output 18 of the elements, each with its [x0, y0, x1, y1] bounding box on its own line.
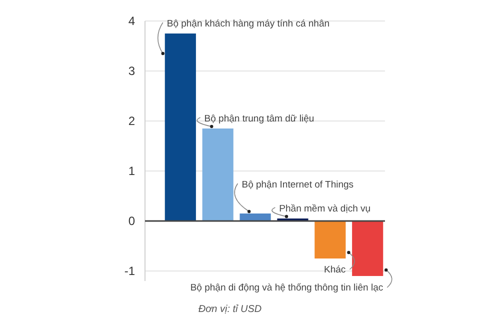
y-tick-label: 0 [128, 214, 136, 228]
bar [352, 221, 384, 276]
y-tick-label: 1 [128, 164, 136, 178]
y-tick-label: 2 [128, 114, 136, 128]
annotation: Bộ phận Internet of Things [242, 180, 354, 190]
y-tick-label: 4 [128, 14, 136, 28]
text: Bộ phận di động và hệ thống thông tin liên lạc [190, 282, 384, 294]
annotation: Khác [324, 264, 346, 276]
text: Đơn vị: tỉ USD [198, 304, 262, 315]
y-tick-label: 3 [128, 64, 136, 78]
bar [314, 221, 346, 258]
annotation: Bộ phận khách hàng máy tính cá nhân [166, 18, 330, 30]
annotation: Phần mềm và dịch vụ [279, 204, 371, 214]
bar [202, 128, 234, 221]
bar [164, 34, 196, 221]
annotation: Bộ phận trung tâm dữ liệu [204, 114, 314, 124]
y-tick-label: -1 [124, 264, 136, 278]
bar [240, 214, 271, 221]
